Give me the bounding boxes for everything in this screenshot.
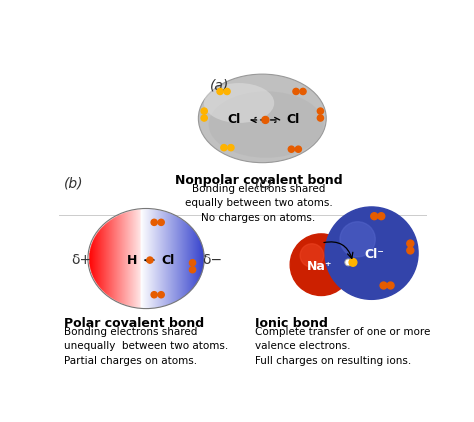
Text: H: H <box>127 254 137 267</box>
Circle shape <box>201 115 207 121</box>
Circle shape <box>300 88 306 95</box>
Text: Cl⁻: Cl⁻ <box>365 248 384 261</box>
Text: (a): (a) <box>210 78 229 92</box>
Circle shape <box>158 219 164 225</box>
Text: Nonpolar covalent bond: Nonpolar covalent bond <box>174 174 342 187</box>
Circle shape <box>190 267 196 273</box>
Text: (b): (b) <box>64 176 83 190</box>
Circle shape <box>221 145 227 151</box>
Circle shape <box>407 240 414 247</box>
Circle shape <box>293 88 299 95</box>
Circle shape <box>217 88 223 95</box>
Circle shape <box>151 219 157 225</box>
Circle shape <box>325 207 418 299</box>
Circle shape <box>201 108 207 114</box>
Circle shape <box>407 247 414 254</box>
Circle shape <box>228 145 234 151</box>
Circle shape <box>190 260 196 266</box>
Circle shape <box>288 146 294 152</box>
Text: Cl: Cl <box>228 114 241 127</box>
Text: Cl: Cl <box>161 254 174 267</box>
Circle shape <box>349 259 357 266</box>
Ellipse shape <box>204 83 274 123</box>
Text: δ−: δ− <box>202 253 222 267</box>
Circle shape <box>317 108 324 114</box>
Text: Bonding electrons shared
equally between two atoms.
No charges on atoms.: Bonding electrons shared equally between… <box>184 184 332 223</box>
Circle shape <box>151 292 157 298</box>
Text: Polar covalent bond: Polar covalent bond <box>64 317 204 330</box>
Circle shape <box>158 292 164 298</box>
Circle shape <box>262 116 269 123</box>
Circle shape <box>380 282 387 289</box>
Circle shape <box>340 222 375 257</box>
Circle shape <box>147 257 153 263</box>
Circle shape <box>371 213 378 220</box>
Ellipse shape <box>198 74 326 162</box>
Circle shape <box>300 244 324 267</box>
Text: Na⁺: Na⁺ <box>307 260 332 273</box>
Text: Complete transfer of one or more
valence electrons.
Full charges on resulting io: Complete transfer of one or more valence… <box>255 327 430 366</box>
Circle shape <box>378 213 385 220</box>
Text: Ionic bond: Ionic bond <box>255 317 328 330</box>
Circle shape <box>345 259 352 266</box>
Text: Bonding electrons shared
unequally  between two atoms.
Partial charges on atoms.: Bonding electrons shared unequally betwe… <box>64 327 228 366</box>
Circle shape <box>290 234 352 295</box>
Text: δ+: δ+ <box>71 253 91 267</box>
Circle shape <box>317 115 324 121</box>
Circle shape <box>295 146 301 152</box>
Circle shape <box>224 88 230 95</box>
Text: (c): (c) <box>255 176 273 190</box>
Text: Cl: Cl <box>287 114 300 127</box>
Circle shape <box>387 282 394 289</box>
Ellipse shape <box>209 91 324 158</box>
